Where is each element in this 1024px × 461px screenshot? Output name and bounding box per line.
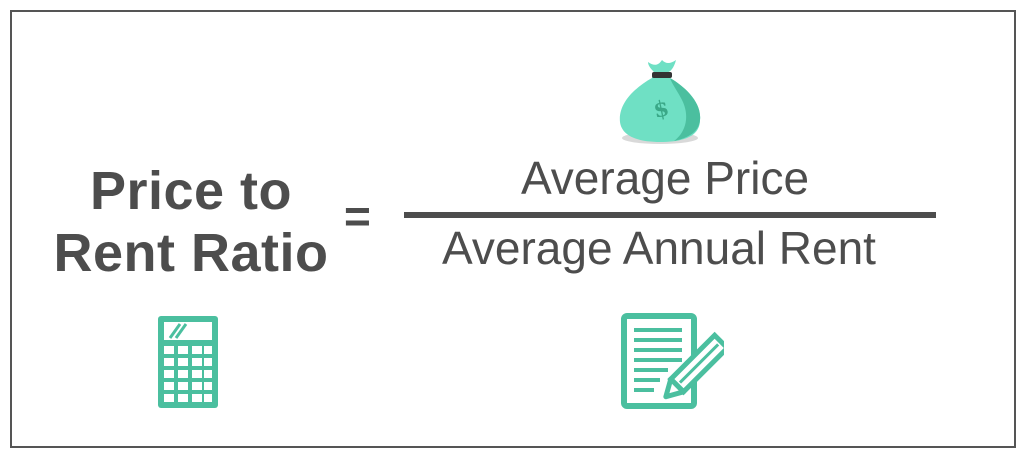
dollar-sign: $ (651, 95, 671, 124)
money-bag-icon: $ (619, 60, 701, 144)
equals-sign: = (344, 190, 371, 242)
calculator-icon (158, 316, 218, 408)
document-pencil-icon (621, 313, 724, 409)
fraction-bar (404, 212, 936, 218)
lhs-line-1: Price to (89, 161, 293, 221)
formula-lhs: Price to Rent Ratio (26, 160, 356, 284)
denominator: Average Annual Rent (442, 222, 876, 274)
lhs-line-2: Rent Ratio (53, 223, 329, 283)
numerator: Average Price (520, 152, 810, 204)
